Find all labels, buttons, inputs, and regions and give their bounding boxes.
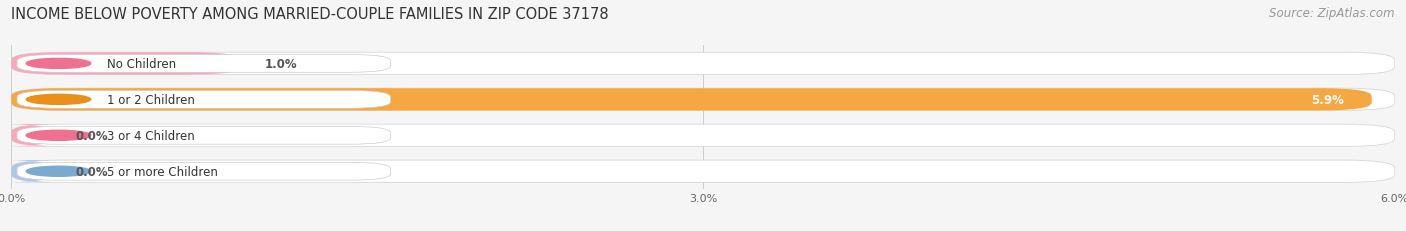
FancyBboxPatch shape bbox=[17, 163, 391, 180]
Text: 1 or 2 Children: 1 or 2 Children bbox=[107, 93, 195, 106]
Circle shape bbox=[27, 167, 91, 176]
FancyBboxPatch shape bbox=[11, 125, 1395, 147]
Text: 3 or 4 Children: 3 or 4 Children bbox=[107, 129, 194, 142]
FancyBboxPatch shape bbox=[17, 55, 391, 73]
Text: 1.0%: 1.0% bbox=[264, 58, 298, 71]
Text: 0.0%: 0.0% bbox=[76, 129, 108, 142]
Circle shape bbox=[27, 131, 91, 141]
FancyBboxPatch shape bbox=[11, 160, 1395, 183]
FancyBboxPatch shape bbox=[17, 91, 391, 109]
FancyBboxPatch shape bbox=[11, 89, 1395, 111]
FancyBboxPatch shape bbox=[17, 127, 391, 145]
FancyBboxPatch shape bbox=[11, 89, 1372, 111]
Text: INCOME BELOW POVERTY AMONG MARRIED-COUPLE FAMILIES IN ZIP CODE 37178: INCOME BELOW POVERTY AMONG MARRIED-COUPL… bbox=[11, 7, 609, 22]
Text: Source: ZipAtlas.com: Source: ZipAtlas.com bbox=[1270, 7, 1395, 20]
Text: No Children: No Children bbox=[107, 58, 176, 71]
Text: 5.9%: 5.9% bbox=[1312, 93, 1344, 106]
FancyBboxPatch shape bbox=[1, 125, 62, 147]
Text: 5 or more Children: 5 or more Children bbox=[107, 165, 218, 178]
FancyBboxPatch shape bbox=[11, 53, 1395, 75]
Circle shape bbox=[27, 59, 91, 69]
FancyBboxPatch shape bbox=[1, 160, 62, 183]
Text: 0.0%: 0.0% bbox=[76, 165, 108, 178]
Circle shape bbox=[27, 95, 91, 105]
FancyBboxPatch shape bbox=[11, 53, 242, 75]
